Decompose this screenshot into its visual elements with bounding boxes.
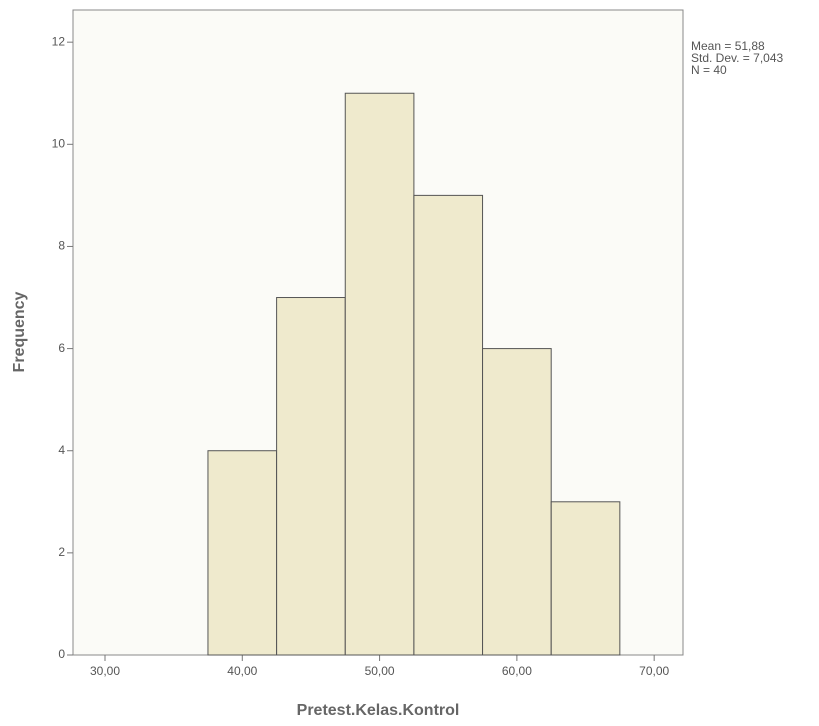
y-tick-label: 2: [58, 545, 65, 559]
bar: [277, 298, 346, 655]
y-tick-label: 4: [58, 443, 65, 457]
x-axis-title: Pretest.Kelas.Kontrol: [297, 702, 460, 719]
bar: [345, 93, 414, 655]
stats-annotation: N = 40: [691, 63, 727, 77]
x-tick-label: 50,00: [365, 664, 395, 678]
bar: [208, 451, 277, 655]
bar: [483, 349, 552, 655]
x-tick-label: 60,00: [502, 664, 532, 678]
y-tick-label: 6: [58, 341, 65, 355]
x-tick-label: 40,00: [227, 664, 257, 678]
bar: [551, 502, 620, 655]
bar: [414, 195, 483, 655]
y-tick-label: 0: [58, 647, 65, 661]
y-tick-label: 8: [58, 239, 65, 253]
y-tick-label: 10: [52, 136, 66, 150]
y-tick-label: 12: [52, 34, 66, 48]
x-tick-label: 30,00: [90, 664, 120, 678]
y-axis-title: Frequency: [11, 291, 28, 372]
x-tick-label: 70,00: [639, 664, 669, 678]
chart: Pretest.Kelas.Kontrol Frequency 0 2 4 6 8 10 1…: [0, 0, 819, 726]
